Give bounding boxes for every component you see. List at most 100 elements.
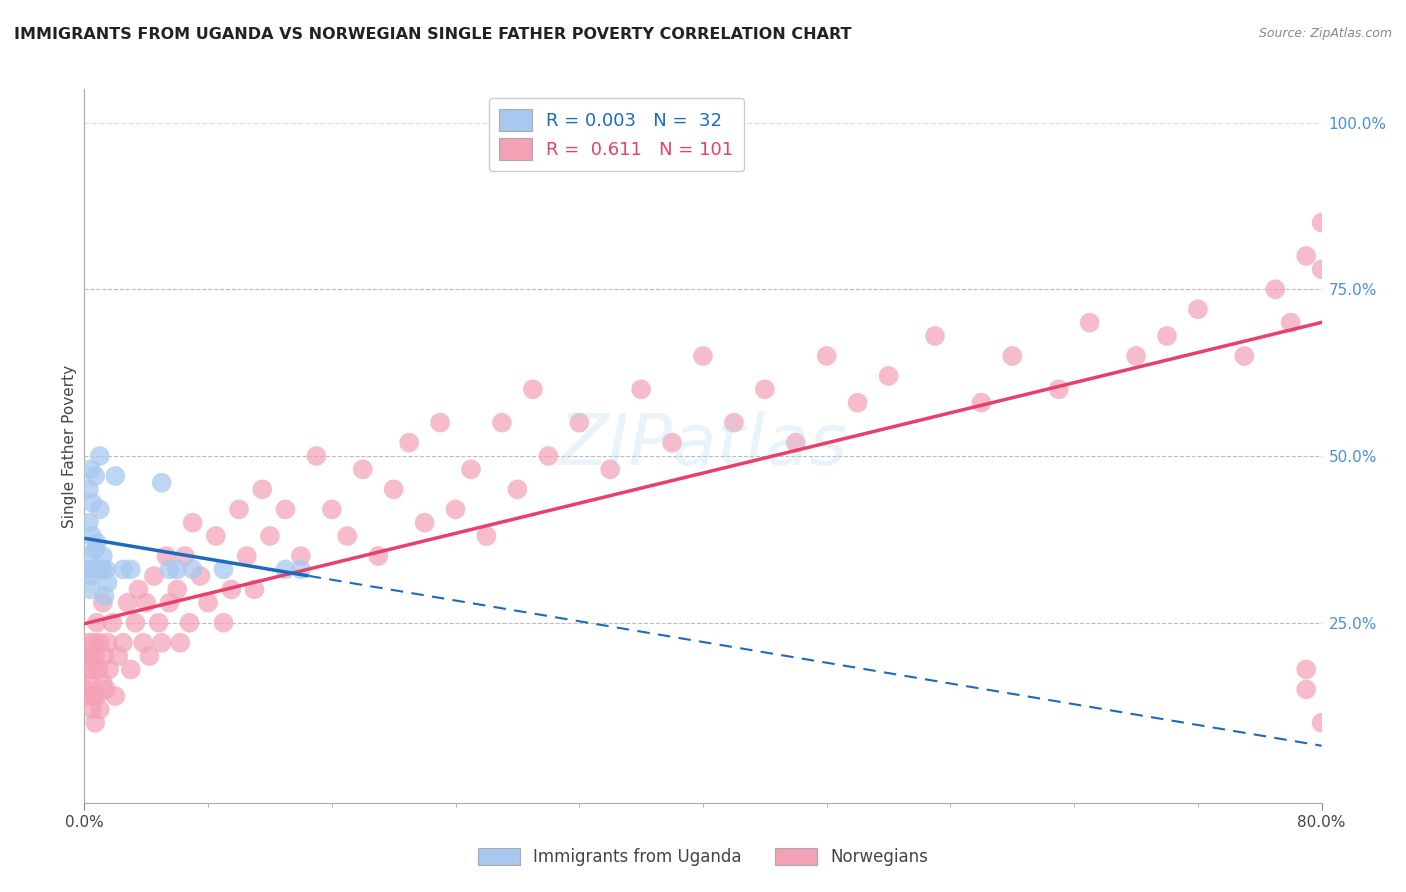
Point [93,589,115,603]
Point [75,682,97,697]
Point [1047,382,1070,396]
Point [87,562,110,576]
Point [537,449,560,463]
Point [259,529,281,543]
Point [89,449,111,463]
Point [79,462,101,476]
Point [367,549,389,563]
Point [382,483,405,497]
Point [398,435,420,450]
Point [228,502,250,516]
Point [1310,262,1333,277]
Point [77,516,100,530]
Point [290,549,312,563]
Point [166,582,188,597]
Point [236,549,259,563]
Point [305,449,328,463]
Point [568,416,591,430]
Point [138,649,160,664]
Point [98,662,121,676]
Point [120,662,142,676]
Point [491,416,513,430]
Point [205,529,228,543]
Point [252,483,274,497]
Point [107,649,129,664]
Point [274,502,297,516]
Point [84,542,107,557]
Text: Source: ZipAtlas.com: Source: ZipAtlas.com [1258,27,1392,40]
Point [150,475,173,490]
Point [166,562,188,576]
Point [1125,349,1147,363]
Point [221,582,243,597]
Point [243,582,266,597]
Point [692,349,714,363]
Point [84,715,107,730]
Point [73,562,96,576]
Point [76,549,98,563]
Point [135,596,157,610]
Point [290,562,312,576]
Point [89,502,111,516]
Point [1279,316,1302,330]
Point [877,368,900,383]
Point [630,382,652,396]
Point [1295,662,1317,676]
Point [91,675,114,690]
Point [91,549,114,563]
Point [846,395,869,409]
Point [89,702,111,716]
Point [169,636,191,650]
Point [522,382,544,396]
Point [79,569,101,583]
Point [79,649,101,664]
Point [97,575,120,590]
Point [132,636,155,650]
Point [661,435,683,450]
Point [197,596,219,610]
Point [429,416,451,430]
Point [91,562,114,576]
Point [84,469,107,483]
Point [599,462,621,476]
Point [112,636,135,650]
Point [97,636,120,650]
Point [91,596,114,610]
Point [84,649,107,664]
Point [1310,216,1333,230]
Point [128,582,150,597]
Point [274,562,297,576]
Point [212,615,235,630]
Point [336,529,359,543]
Point [413,516,436,530]
Point [89,636,111,650]
Point [86,615,108,630]
Point [120,562,142,576]
Point [117,596,139,610]
Point [86,689,108,703]
Point [83,562,105,576]
Point [94,682,117,697]
Text: ZIPatlas: ZIPatlas [558,411,848,481]
Point [150,636,173,650]
Text: IMMIGRANTS FROM UGANDA VS NORWEGIAN SINGLE FATHER POVERTY CORRELATION CHART: IMMIGRANTS FROM UGANDA VS NORWEGIAN SING… [14,27,852,42]
Point [104,689,127,703]
Point [104,469,127,483]
Point [77,636,100,650]
Point [76,662,98,676]
Point [112,562,135,576]
Point [148,615,170,630]
Point [1078,316,1101,330]
Point [460,462,482,476]
Point [815,349,838,363]
Point [1233,349,1256,363]
Point [174,549,197,563]
Point [86,535,108,549]
Point [94,562,117,576]
Point [188,569,212,583]
Point [723,416,745,430]
Point [83,636,105,650]
Point [77,483,100,497]
Point [82,662,104,676]
Point [155,549,177,563]
